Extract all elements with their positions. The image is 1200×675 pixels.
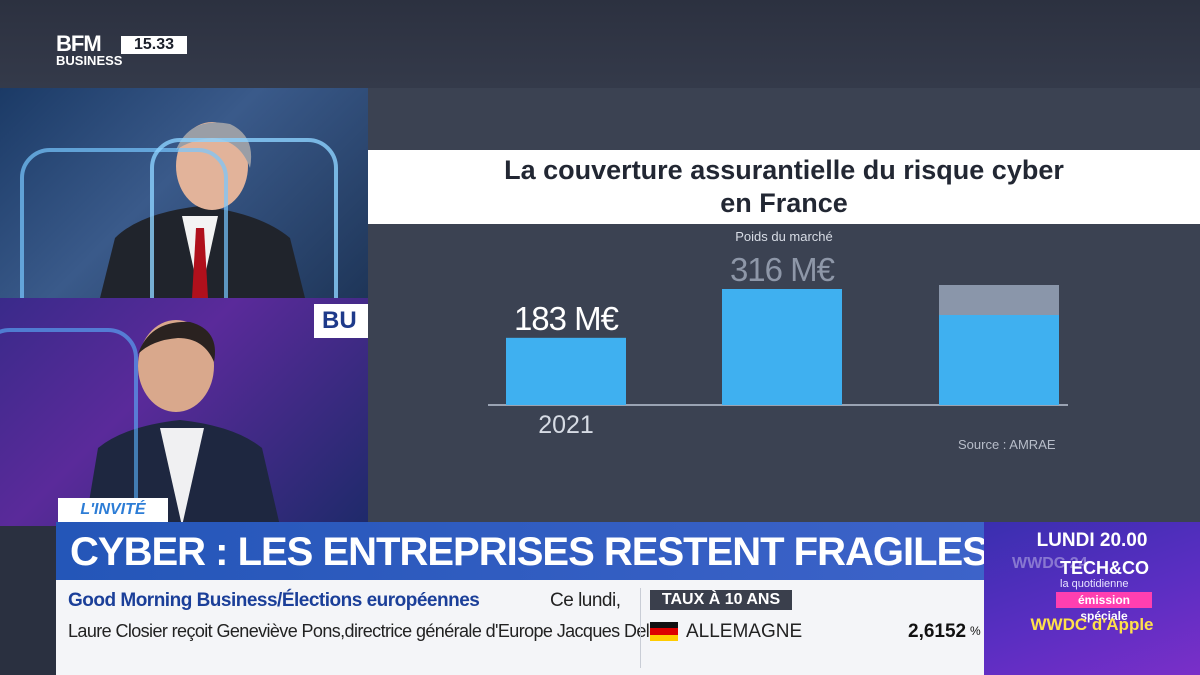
ticker-divider — [640, 588, 641, 668]
germany-flag-icon — [650, 622, 678, 641]
ticker-line-2: Laure Closier reçoit Geneviève Pons,dire… — [68, 621, 677, 641]
logo-bottom-text: BUSINESS — [56, 53, 123, 68]
ticker-title: Good Morning Business/Élections européen… — [68, 590, 480, 611]
chart-title-box — [368, 150, 1200, 224]
studio-arc — [0, 328, 138, 526]
bar-chart: 183 M€ 2021 316 M€ — [488, 251, 1068, 439]
bar-2 — [939, 315, 1059, 405]
promo-watermark: WWDC 24 — [1012, 555, 1088, 572]
data-label-0: 183 M€ — [514, 300, 619, 337]
channel-logo: BFM BUSINESS — [56, 31, 123, 68]
promo-brand: TECH&CO — [1060, 558, 1149, 578]
rate-value: 2,6152 — [908, 621, 967, 642]
chart-subtitle: Poids du marché — [735, 229, 833, 244]
host-camera — [0, 88, 368, 298]
rate-unit: % — [970, 624, 981, 638]
invite-tag: L'INVITÉ — [58, 498, 168, 522]
chart-title: La couverture assurantielle du risque cy… — [368, 154, 1200, 220]
logo-top-text: BFM — [56, 31, 102, 56]
promo-event: WWDC d'Apple — [1030, 615, 1154, 634]
chart-title-line-2: en France — [720, 188, 848, 218]
chart-source: Source : AMRAE — [958, 437, 1056, 452]
top-bar — [0, 0, 1200, 88]
promo-special-badge: émission spéciale — [1056, 592, 1152, 623]
bar-2-faded-top — [939, 285, 1059, 315]
promo-time: LUNDI 20.00 — [1036, 530, 1148, 551]
ticker-line-1: Ce lundi, — [550, 590, 621, 611]
headline-bar — [56, 522, 984, 580]
chart-title-line-1: La couverture assurantielle du risque cy… — [504, 155, 1064, 185]
clock: 15.33 — [121, 36, 187, 54]
guest-camera: BU — [0, 298, 368, 526]
studio-sign: BU — [314, 304, 368, 338]
studio-arc — [150, 138, 338, 298]
x-tick-label-0: 2021 — [538, 411, 594, 439]
ticker-panel — [56, 580, 984, 675]
promo-subtitle: la quotidienne — [1060, 578, 1129, 590]
data-label-1: 316 M€ — [730, 251, 835, 288]
bar-0 — [506, 337, 626, 405]
studio-arc — [20, 148, 228, 298]
bar-1 — [722, 289, 842, 405]
rates-label: TAUX À 10 ANS — [650, 590, 792, 610]
headline: CYBER : LES ENTREPRISES RESTENT FRAGILES — [70, 530, 989, 574]
rate-country: ALLEMAGNE — [686, 621, 803, 642]
